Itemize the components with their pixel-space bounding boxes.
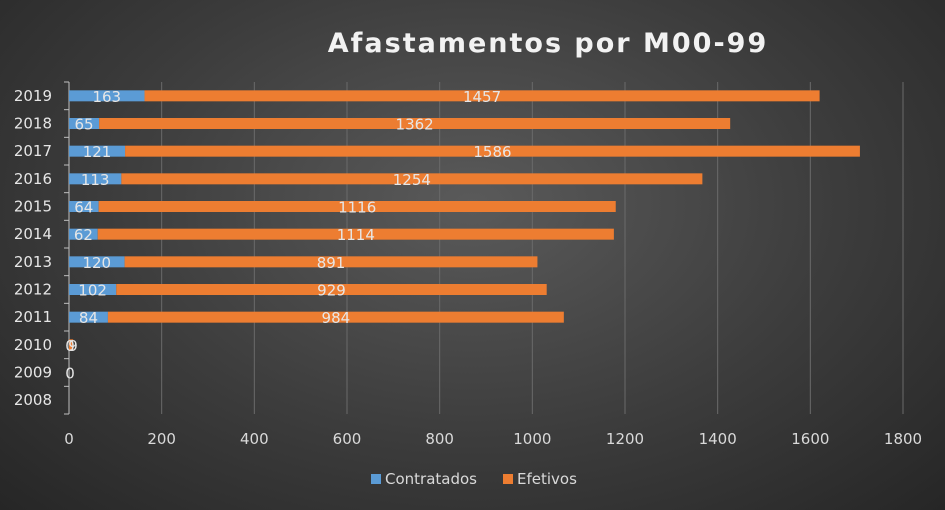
data-label-efetivos-2016: 1254 (393, 171, 431, 189)
x-tick-label: 0 (64, 430, 74, 448)
y-tick-label-2016: 2016 (14, 170, 52, 188)
data-label-contratados-2016: 113 (81, 171, 110, 189)
bar-efetivos-2015 (98, 201, 616, 212)
y-tick-label-2008: 2008 (14, 391, 52, 409)
y-tick-label-2018: 2018 (14, 115, 52, 133)
data-label-efetivos-2018: 1362 (396, 116, 434, 134)
data-label-contratados-2009: 0 (65, 365, 75, 383)
x-tick-label: 600 (333, 430, 362, 448)
y-tick-label-2019: 2019 (14, 87, 52, 105)
data-label-efetivos-2017: 1586 (473, 143, 511, 161)
data-label-contratados-2010: 0 (65, 337, 75, 355)
x-tick-label: 1400 (699, 430, 737, 448)
bar-efetivos-2017 (125, 145, 860, 157)
bars (69, 90, 860, 351)
bar-efetivos-2016 (121, 173, 703, 185)
x-tick-label: 200 (147, 430, 176, 448)
gridlines (161, 82, 904, 414)
bar-efetivos-2019 (144, 90, 820, 102)
x-tick-label: 1800 (884, 430, 922, 448)
data-label-efetivos-2010: 9 (68, 337, 78, 355)
data-label-contratados-2019: 163 (92, 88, 121, 106)
bar-contratados-2018 (69, 118, 100, 129)
bar-contratados-2011 (69, 311, 108, 323)
bar-contratados-2017 (69, 145, 126, 157)
bar-contratados-2014 (69, 228, 98, 240)
x-tick-label: 400 (240, 430, 269, 448)
data-label-contratados-2015: 64 (74, 199, 93, 217)
y-tick-label-2014: 2014 (14, 225, 52, 243)
data-label-contratados-2013: 120 (82, 254, 111, 272)
data-label-efetivos-2011: 984 (322, 309, 351, 327)
data-label-contratados-2017: 121 (83, 143, 112, 161)
y-tick-label-2013: 2013 (14, 253, 52, 271)
legend-swatch-contratados (371, 474, 381, 484)
y-tick-label-2012: 2012 (14, 281, 52, 299)
bar-contratados-2013 (69, 256, 125, 268)
data-label-contratados-2014: 62 (74, 226, 93, 244)
legend-label-efetivos: Efetivos (517, 470, 577, 488)
data-label-contratados-2012: 102 (78, 282, 107, 300)
bar-efetivos-2011 (107, 311, 564, 323)
legend-label-contratados: Contratados (385, 470, 477, 488)
bar-contratados-2012 (69, 284, 117, 295)
data-label-contratados-2018: 65 (75, 116, 94, 134)
bar-efetivos-2012 (116, 284, 547, 295)
x-tick-label: 1600 (791, 430, 829, 448)
y-tick-label-2011: 2011 (14, 308, 52, 326)
bar-contratados-2015 (69, 201, 99, 212)
axes: 0 200 400 600 800 1000 1200 1400 1600 18002008200… (14, 81, 922, 448)
bar-contratados-2016 (69, 173, 122, 185)
data-label-efetivos-2013: 891 (317, 254, 346, 272)
bar-contratados-2019 (69, 90, 145, 102)
bar-efetivos-2014 (97, 228, 614, 240)
bar-efetivos-2013 (124, 256, 538, 268)
x-tick-label: 800 (425, 430, 454, 448)
y-tick-label-2009: 2009 (14, 364, 52, 382)
data-label-contratados-2011: 84 (79, 309, 98, 327)
legend: Contratados Efetivos (371, 470, 577, 488)
data-label-efetivos-2015: 1116 (338, 199, 376, 217)
data-label-efetivos-2019: 1457 (463, 88, 501, 106)
data-label-efetivos-2012: 929 (317, 282, 346, 300)
y-tick-label-2010: 2010 (14, 336, 52, 354)
legend-swatch-efetivos (503, 474, 513, 484)
bar-efetivos-2010 (69, 339, 74, 351)
bar-efetivos-2018 (99, 118, 731, 129)
y-tick-label-2015: 2015 (14, 198, 52, 216)
x-tick-label: 1200 (606, 430, 644, 448)
data-label-efetivos-2014: 1114 (337, 226, 375, 244)
y-tick-label-2017: 2017 (14, 142, 52, 160)
chart-title: Afastamentos por M00-99 (328, 28, 768, 59)
x-tick-label: 1000 (513, 430, 551, 448)
